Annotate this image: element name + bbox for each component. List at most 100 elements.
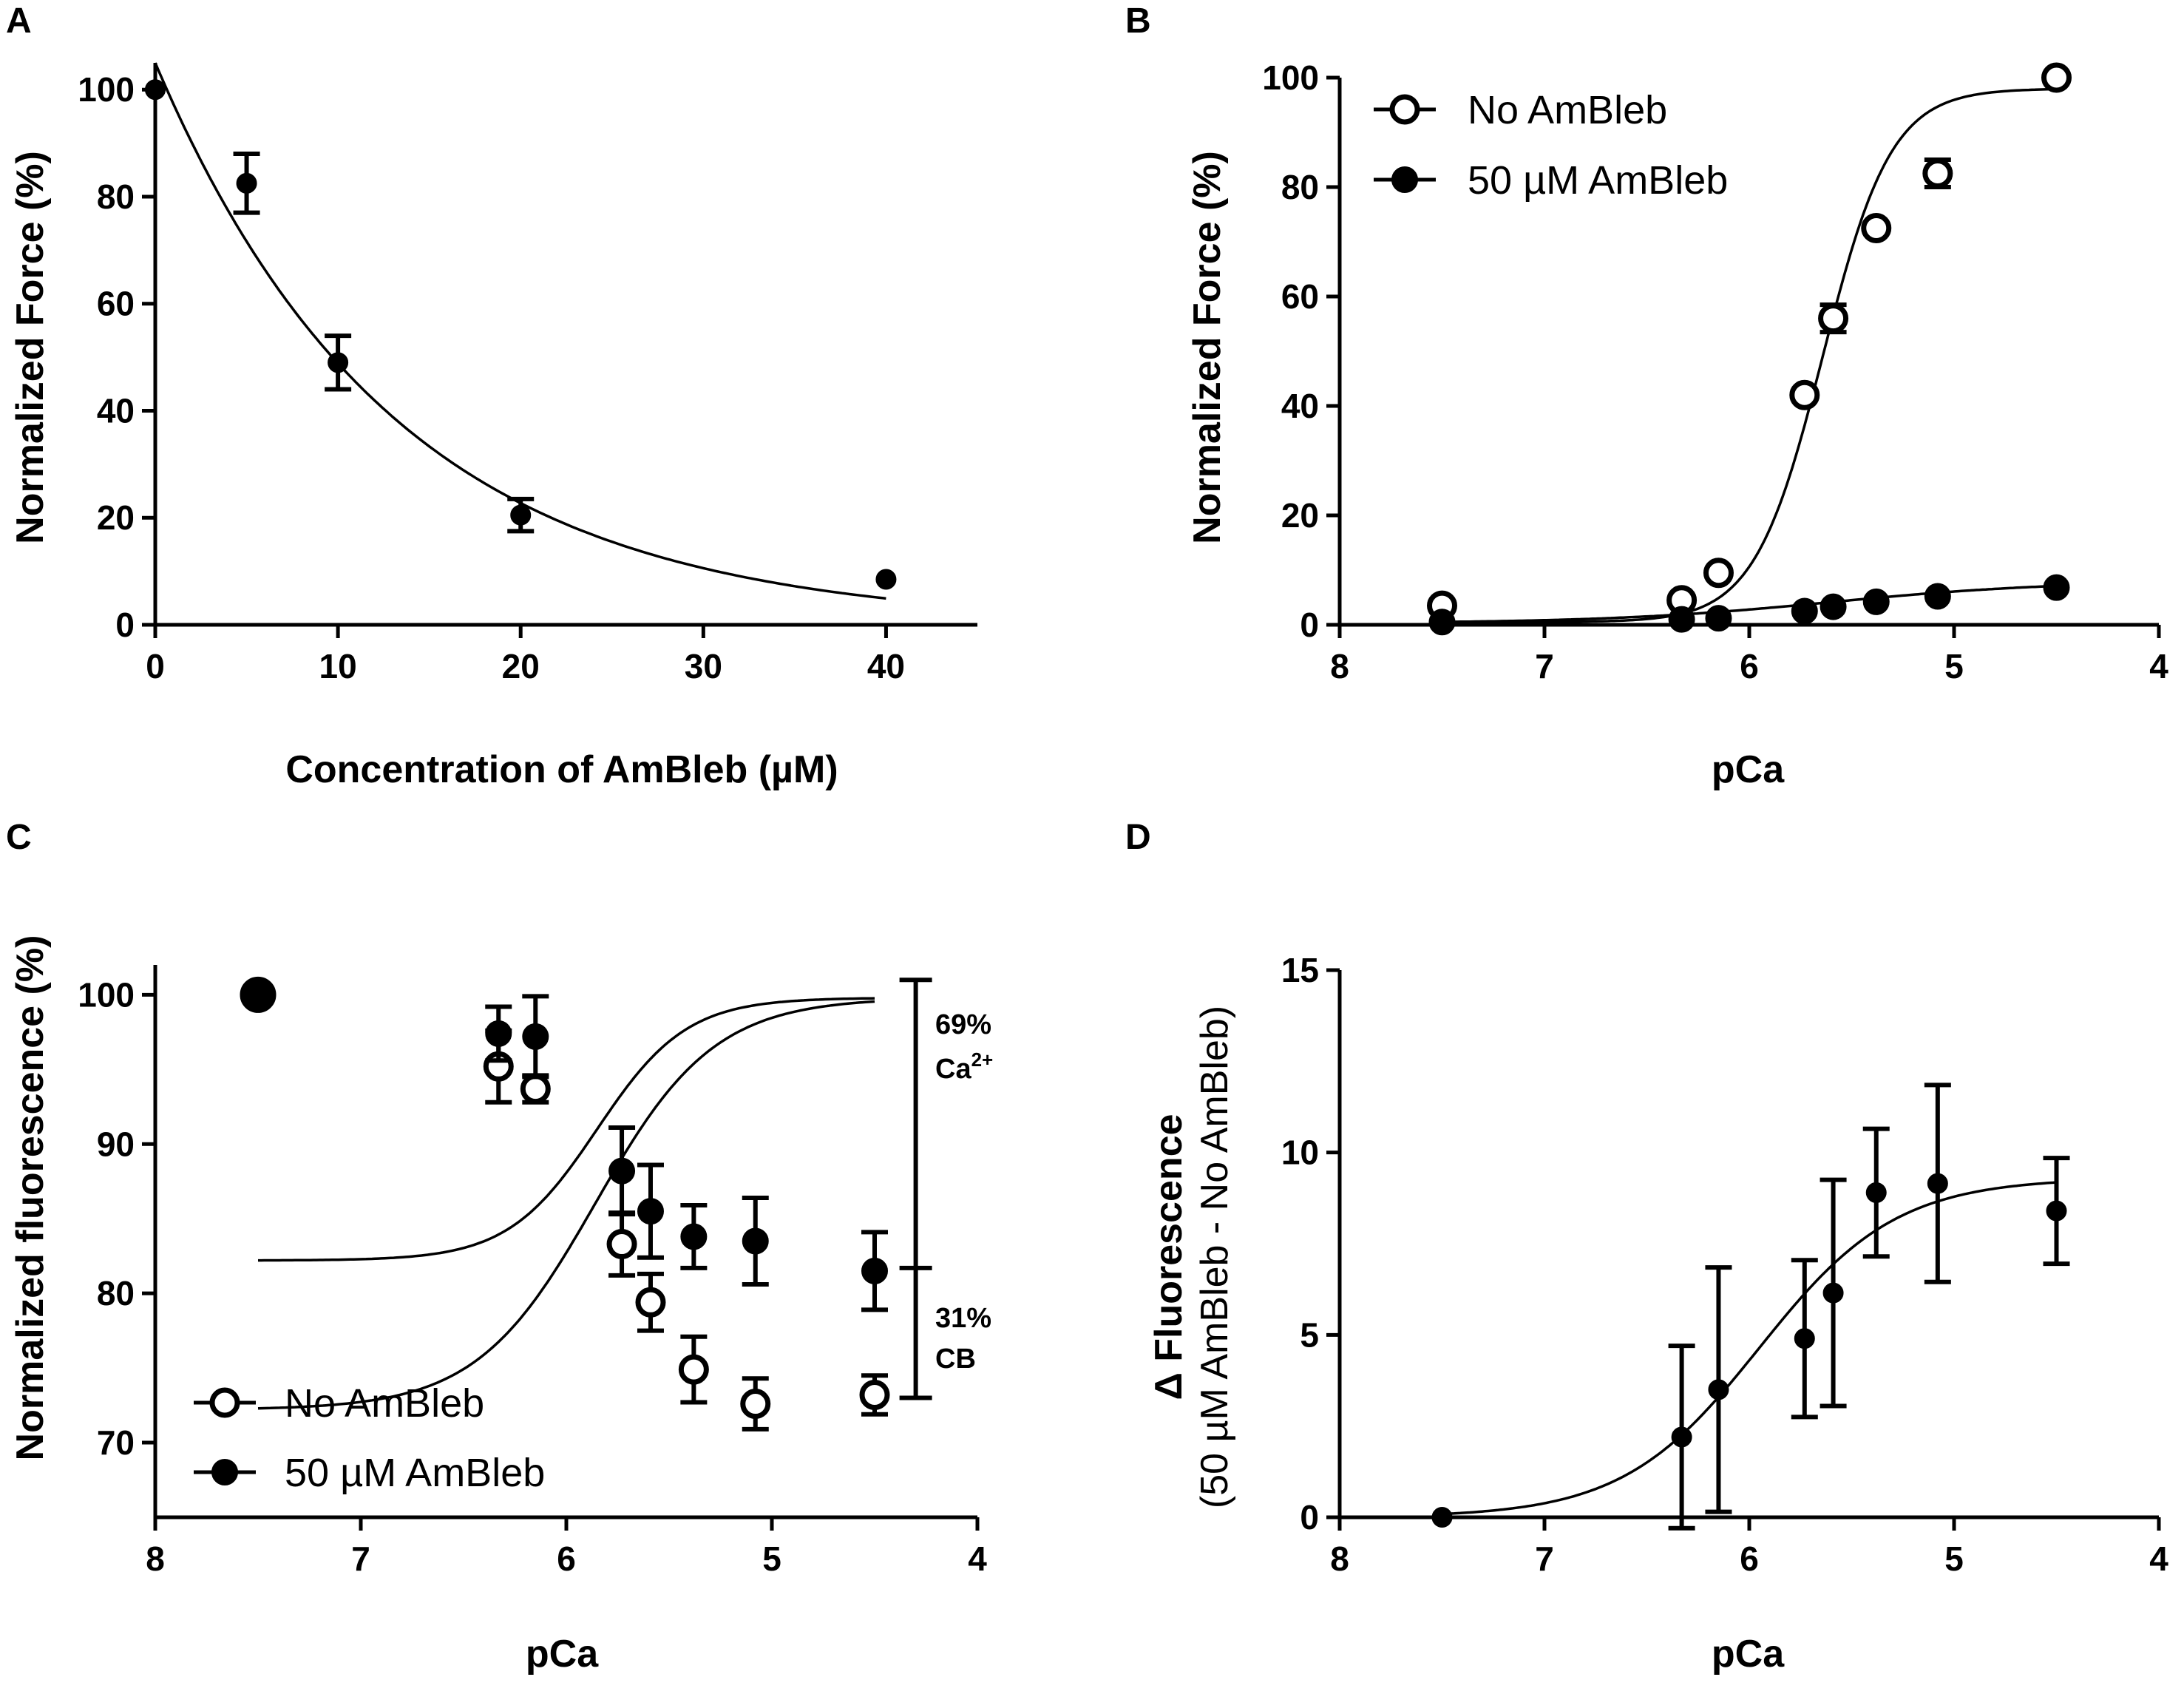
panel-d-series-0-fit-curve	[1442, 1181, 2057, 1516]
panel-b-series-1-filled-point-0	[1428, 609, 1456, 636]
panel-a-y-tick-label-2: 40	[97, 391, 135, 430]
panel-c-y-axis-label: Normalized fluorescence (%)	[9, 935, 52, 1461]
panel-c-anno-ca-superscript: 2+	[971, 1048, 994, 1071]
panel-d-fit-curves	[1442, 1181, 2057, 1516]
panel-c-series-0-open-point-6	[740, 1389, 771, 1420]
panel-b-series-1-filled-point-7	[2043, 574, 2070, 601]
panel-b-y-tick-label-0: 0	[1300, 606, 1319, 644]
panel-c-series-0-open-point-2	[520, 1074, 551, 1105]
panel-d-series-0-filled-point-4	[1822, 1282, 1844, 1304]
panel-c-anno-cb-label: CB	[935, 1344, 976, 1375]
panel-b-series-1-filled-point-3	[1791, 597, 1818, 625]
panel-c-series-1-filled-point-1	[485, 1020, 512, 1047]
panel-a-y-tick-label-5: 100	[78, 70, 135, 109]
panel-d-series-0-filled-point-5	[1865, 1182, 1887, 1203]
panel-b-y-tick-label-1: 20	[1281, 496, 1319, 535]
panel-d-series-0-filled-point-1	[1671, 1426, 1692, 1448]
panel-b-legend-50um-ambleb: 50 µM AmBleb	[1468, 158, 1728, 203]
panel-c-bracket-annotation: 69% Ca2+ 31% CB	[899, 978, 993, 1400]
panel-c-series-1-filled-point-0	[242, 978, 274, 1012]
panel-d: D 8 7 6 5 4 0 5 10 15 pCa Δ Fluorescence (50 µM …	[1125, 818, 2168, 1676]
panel-c-legend-50um-ambleb: 50 µM AmBleb	[285, 1451, 545, 1495]
panel-a-letter: A	[6, 1, 32, 41]
panel-c-anno-31-pct: 31%	[935, 1303, 991, 1334]
panel-c-y-tick-label-2: 90	[97, 1125, 135, 1163]
panel-b-series-0-open-point-5	[1861, 213, 1892, 243]
panel-c-axes: 8 7 6 5 4 70 80 90 100	[78, 965, 987, 1578]
panel-b-y-axis-label: Normalized Force (%)	[1186, 151, 1229, 544]
panel-b-x-tick-label-1: 7	[1535, 647, 1554, 685]
panel-c-legend-no-ambleb: No AmBleb	[285, 1381, 484, 1426]
panel-a-axes: 0 10 20 30 40 0 20 40 60 80 100	[78, 63, 977, 685]
panel-a-series-0-filled-point-0	[145, 79, 166, 101]
panel-b-series-0-open-point-2	[1703, 558, 1734, 589]
panel-b-series-1-fit-curve	[1442, 584, 2057, 623]
panel-c-y-tick-label-1: 80	[97, 1274, 135, 1312]
panel-a: A 0 10 20 30 40 0 20 40 60 80 100 Concentration of…	[6, 1, 977, 791]
panel-d-x-tick-label-3: 5	[1944, 1539, 1964, 1578]
panel-b-legend-no-ambleb: No AmBleb	[1468, 88, 1667, 132]
panel-d-y-tick-label-3: 15	[1281, 951, 1319, 989]
panel-a-y-axis-label: Normalized Force (%)	[9, 151, 52, 544]
panel-c-legend-open-marker	[194, 1387, 256, 1418]
panel-d-x-tick-label-2: 6	[1740, 1539, 1759, 1578]
panel-c-bracket	[899, 978, 932, 1400]
panel-c-series-1-filled-point-3	[608, 1157, 636, 1185]
panel-b-series-0-fit-curve	[1442, 87, 2057, 624]
panel-a-x-tick-label-1: 10	[319, 647, 357, 685]
panel-c-x-tick-label-3: 5	[762, 1539, 781, 1578]
panel-b-y-tick-label-3: 60	[1281, 277, 1319, 316]
panel-d-letter: D	[1125, 818, 1151, 857]
panel-b-series-1-filled-point-2	[1705, 605, 1732, 632]
panel-c-series-1-filled-point-6	[742, 1227, 769, 1255]
panel-d-axes: 8 7 6 5 4 0 5 10 15	[1281, 951, 2168, 1578]
panel-c: C 8 7 6 5 4 70 80 90 100 pCa Normalized fluoresc…	[6, 818, 993, 1676]
panel-d-y-axis-label: Δ Fluorescence	[1147, 1114, 1190, 1400]
panel-d-series-0-filled-point-2	[1708, 1379, 1729, 1400]
panel-b-x-tick-label-2: 6	[1740, 647, 1759, 685]
panel-c-legend-filled-marker	[194, 1459, 256, 1485]
panel-c-series-1-filled-point-2	[522, 1023, 549, 1050]
panel-c-series-0-open-point-7	[859, 1379, 890, 1410]
panel-c-x-axis-label: pCa	[526, 1633, 599, 1676]
panel-b-y-tick-label-5: 100	[1262, 58, 1319, 97]
panel-c-anno-ca-label: Ca2+	[935, 1048, 993, 1085]
panel-c-series-0-open-point-4	[635, 1287, 666, 1318]
panel-c-series-1-filled-point-4	[637, 1198, 664, 1225]
panel-b-data-points	[1427, 62, 2072, 636]
panel-b-x-tick-label-3: 5	[1944, 647, 1964, 685]
panel-b-x-tick-label-4: 4	[2149, 647, 2168, 685]
panel-a-series-0-filled-point-2	[328, 352, 349, 373]
panel-a-data-points	[145, 79, 897, 590]
panel-d-x-tick-label-0: 8	[1330, 1539, 1349, 1578]
panel-b-fit-curves	[1442, 87, 2057, 624]
panel-c-data-points	[240, 976, 890, 1432]
panel-b-series-1-filled-point-6	[1924, 583, 1951, 610]
panel-b-legend-open-marker	[1374, 94, 1436, 125]
panel-c-legend: No AmBleb 50 µM AmBleb	[194, 1381, 545, 1495]
panel-b-letter: B	[1125, 1, 1151, 41]
panel-a-x-tick-label-3: 30	[685, 647, 722, 685]
panel-d-y-axis-label-2: (50 µM AmBleb - No AmBleb)	[1193, 1006, 1236, 1508]
panel-a-x-axis-label: Concentration of AmBleb (µM)	[285, 748, 838, 791]
panel-c-x-tick-label-0: 8	[146, 1539, 165, 1578]
panel-a-y-tick-label-3: 60	[97, 285, 135, 323]
panel-c-series-1-filled-point-5	[680, 1223, 708, 1250]
panel-c-series-0-fit-curve	[257, 1000, 875, 1410]
panel-d-data-points	[1431, 1083, 2070, 1531]
panel-c-x-tick-label-1: 7	[351, 1539, 370, 1578]
panel-b-series-0-open-point-3	[1789, 379, 1820, 410]
panel-a-x-tick-label-2: 20	[502, 647, 540, 685]
panel-c-fit-curves	[257, 997, 875, 1410]
panel-b-series-0-open-point-7	[2041, 62, 2072, 93]
panel-d-x-tick-label-4: 4	[2149, 1539, 2168, 1578]
panel-d-y-tick-label-0: 0	[1300, 1498, 1319, 1537]
panel-b-x-axis-label: pCa	[1712, 748, 1785, 791]
panel-a-series-0-filled-point-1	[236, 172, 257, 194]
panel-a-y-tick-label-1: 20	[97, 498, 135, 537]
panel-a-y-tick-label-4: 80	[97, 177, 135, 216]
panel-c-anno-ca-text: Ca	[935, 1054, 971, 1085]
